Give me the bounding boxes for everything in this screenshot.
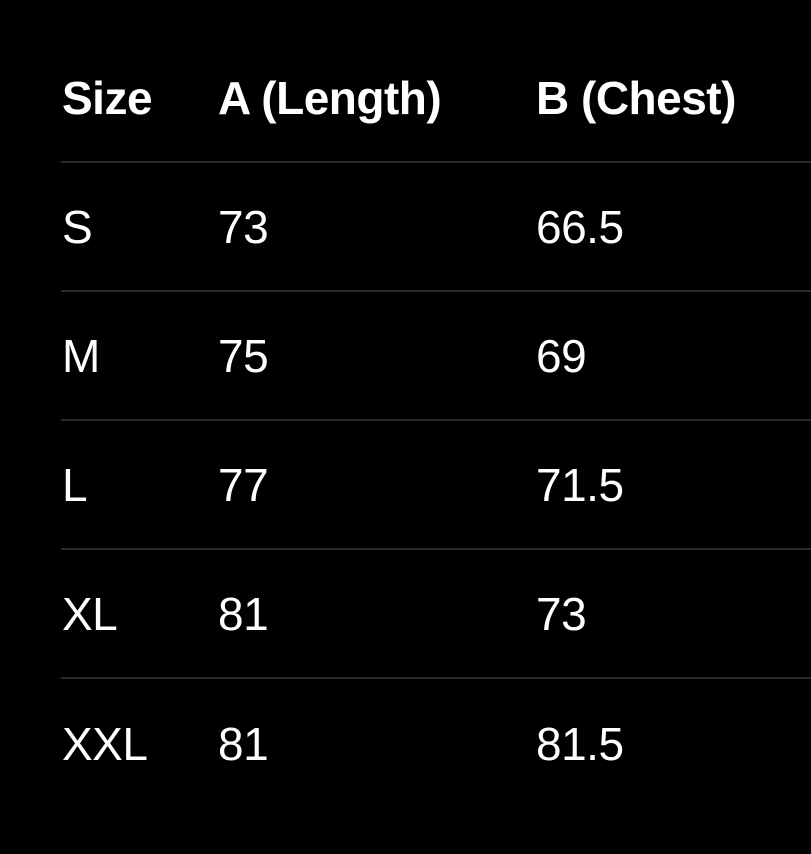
cell-length: 73 (218, 200, 269, 253)
cell-chest: 69 (536, 329, 587, 382)
size-chart-table: Size A (Length) B (Chest) S 73 66.5 M 75… (61, 34, 811, 808)
table-row: L 77 71.5 (61, 421, 811, 550)
cell-size: S (62, 200, 93, 253)
cell-chest: 71.5 (536, 458, 624, 511)
cell-size: XXL (62, 717, 148, 770)
cell-length: 75 (218, 329, 269, 382)
header-size: Size (62, 71, 153, 124)
cell-length: 77 (218, 458, 269, 511)
cell-size: XL (62, 587, 118, 640)
table-row: M 75 69 (61, 292, 811, 421)
header-chest: B (Chest) (536, 71, 736, 124)
cell-size: L (62, 458, 88, 511)
cell-length: 81 (218, 587, 269, 640)
table-header-row: Size A (Length) B (Chest) (61, 34, 811, 163)
table-row: XXL 81 81.5 (61, 679, 811, 808)
cell-length: 81 (218, 717, 269, 770)
cell-size: M (62, 329, 100, 382)
table-row: XL 81 73 (61, 550, 811, 679)
cell-chest: 81.5 (536, 717, 624, 770)
cell-chest: 66.5 (536, 200, 624, 253)
header-length: A (Length) (218, 71, 442, 124)
table-row: S 73 66.5 (61, 163, 811, 292)
cell-chest: 73 (536, 587, 587, 640)
